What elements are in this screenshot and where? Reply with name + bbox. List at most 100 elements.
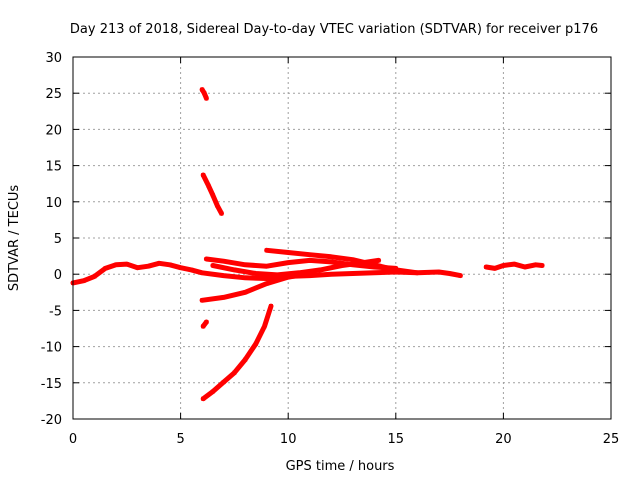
data-point	[253, 341, 258, 346]
data-point	[103, 266, 108, 271]
data-point	[243, 357, 248, 362]
y-tick-label: 5	[54, 232, 62, 247]
data-point	[201, 173, 206, 178]
y-tick-label: -20	[41, 413, 62, 428]
y-tick-label: -5	[49, 304, 62, 319]
y-tick-label: 20	[45, 123, 62, 138]
data-point	[492, 266, 497, 271]
data-point	[533, 262, 538, 267]
data-point	[201, 324, 206, 329]
data-point	[221, 295, 226, 300]
data-point	[135, 265, 140, 270]
series-rising-track	[200, 303, 274, 402]
axis-ticks: 0 5 10 15 20 25 -20 -15 -10 -5 0 5 10 15 20 25 30	[41, 51, 620, 447]
series-arc-b	[264, 247, 420, 276]
data-point	[286, 260, 291, 265]
chart-title: Day 213 of 2018, Sidereal Day-to-day VTE…	[70, 22, 598, 37]
data-point	[243, 275, 248, 280]
data-point	[307, 258, 312, 263]
data-point	[210, 263, 215, 268]
data-point	[178, 265, 183, 270]
x-tick-label: 5	[176, 432, 184, 447]
data-point	[318, 267, 323, 272]
data-point	[204, 256, 209, 261]
y-tick-label: 25	[45, 87, 62, 102]
data-point	[329, 254, 334, 259]
data-point	[286, 275, 291, 280]
x-tick-label: 20	[495, 432, 512, 447]
data-point	[210, 193, 215, 198]
data-point	[376, 258, 381, 263]
data-point	[296, 270, 301, 275]
data-point	[221, 380, 226, 385]
data-point	[307, 252, 312, 257]
data-point	[350, 257, 355, 262]
data-point	[146, 264, 151, 269]
data-point	[264, 276, 269, 281]
data-series-layer	[70, 87, 545, 402]
data-point	[436, 270, 441, 275]
data-point	[204, 319, 209, 324]
data-point	[415, 270, 420, 275]
data-point	[329, 259, 334, 264]
data-point	[286, 250, 291, 255]
series-arc-a	[203, 256, 399, 271]
data-point	[114, 262, 119, 267]
data-point	[512, 262, 517, 267]
y-tick-label: 10	[45, 196, 62, 211]
data-point	[210, 389, 215, 394]
data-point	[268, 304, 273, 309]
y-axis-label: SDTVAR / TECUs	[7, 185, 22, 292]
data-point	[243, 262, 248, 267]
y-tick-label: 30	[45, 51, 62, 66]
data-point	[92, 274, 97, 279]
data-point	[200, 270, 205, 275]
data-point	[124, 262, 129, 267]
data-point	[350, 271, 355, 276]
x-tick-label: 15	[388, 432, 405, 447]
data-point	[253, 271, 258, 276]
data-point	[200, 298, 205, 303]
data-point	[215, 203, 220, 208]
data-point	[522, 264, 527, 269]
data-point	[447, 271, 452, 276]
y-tick-label: -15	[41, 377, 62, 392]
data-point	[275, 272, 280, 277]
data-point	[219, 211, 224, 216]
data-point	[200, 87, 205, 92]
data-point	[189, 267, 194, 272]
data-point	[264, 281, 269, 286]
series-arc-d	[199, 271, 313, 303]
data-point	[204, 96, 209, 101]
data-point	[393, 267, 398, 272]
data-point	[243, 290, 248, 295]
x-tick-label: 10	[280, 432, 297, 447]
data-point	[262, 324, 267, 329]
y-tick-label: 15	[45, 160, 62, 175]
data-point	[206, 183, 211, 188]
data-point	[307, 271, 312, 276]
x-axis-label: GPS time / hours	[286, 459, 395, 474]
data-point	[372, 262, 377, 267]
data-point	[540, 263, 545, 268]
data-point	[232, 370, 237, 375]
data-point	[264, 264, 269, 269]
data-point	[167, 262, 172, 267]
data-point	[81, 278, 86, 283]
data-point	[329, 272, 334, 277]
x-tick-label: 0	[69, 432, 77, 447]
data-point	[372, 270, 377, 275]
data-point	[361, 260, 366, 265]
data-point	[232, 267, 237, 272]
data-point	[202, 91, 207, 96]
data-point	[484, 264, 489, 269]
data-point	[157, 261, 162, 266]
x-tick-label: 25	[603, 432, 620, 447]
grid	[73, 57, 611, 419]
data-point	[264, 248, 269, 253]
data-point	[458, 273, 463, 278]
data-point	[501, 263, 506, 268]
y-tick-label: -10	[41, 341, 62, 356]
data-point	[221, 273, 226, 278]
